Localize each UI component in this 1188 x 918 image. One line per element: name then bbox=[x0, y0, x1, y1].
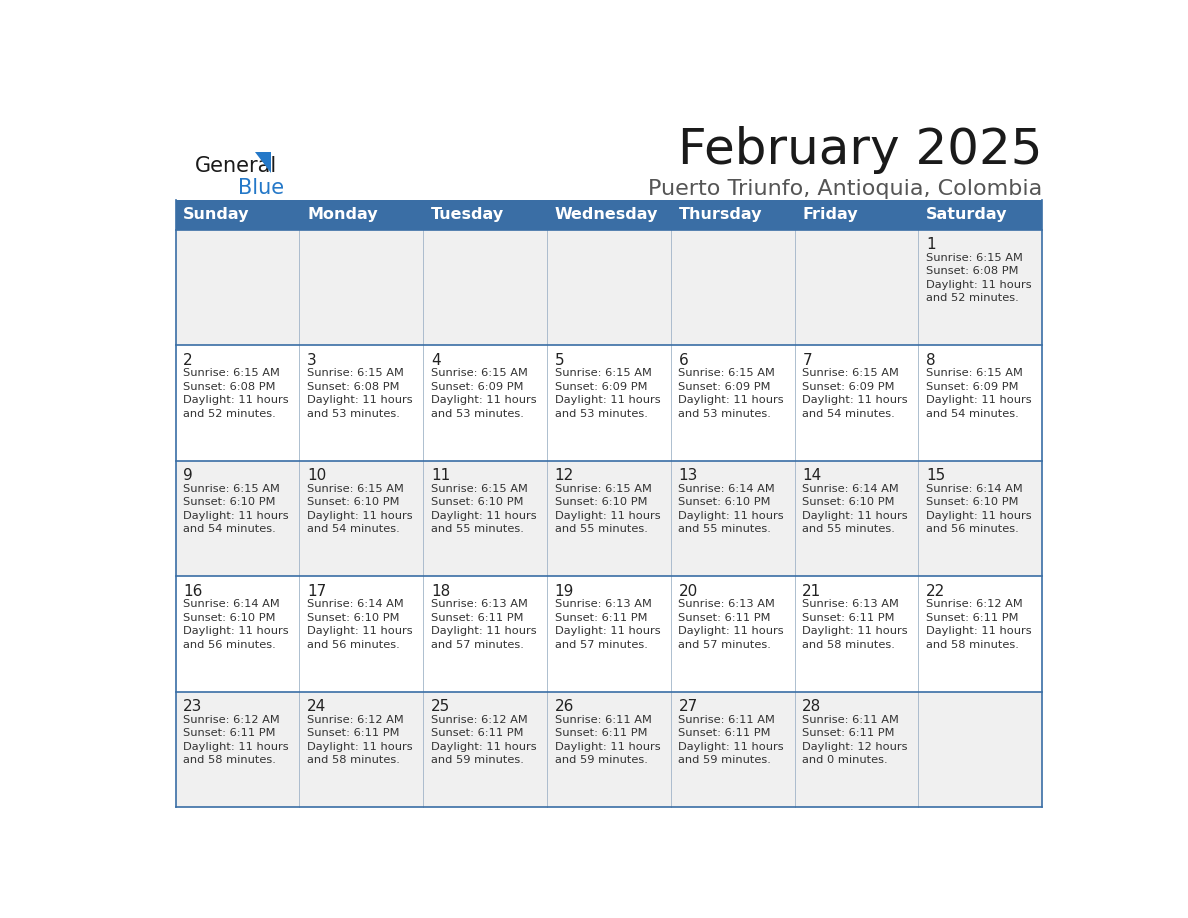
Text: Sunrise: 6:14 AM
Sunset: 6:10 PM
Daylight: 11 hours
and 56 minutes.: Sunrise: 6:14 AM Sunset: 6:10 PM Dayligh… bbox=[308, 599, 412, 650]
Text: Sunrise: 6:13 AM
Sunset: 6:11 PM
Daylight: 11 hours
and 57 minutes.: Sunrise: 6:13 AM Sunset: 6:11 PM Dayligh… bbox=[678, 599, 784, 650]
Text: Sunrise: 6:13 AM
Sunset: 6:11 PM
Daylight: 11 hours
and 58 minutes.: Sunrise: 6:13 AM Sunset: 6:11 PM Dayligh… bbox=[802, 599, 908, 650]
Text: Sunrise: 6:13 AM
Sunset: 6:11 PM
Daylight: 11 hours
and 57 minutes.: Sunrise: 6:13 AM Sunset: 6:11 PM Dayligh… bbox=[431, 599, 537, 650]
Text: Sunrise: 6:11 AM
Sunset: 6:11 PM
Daylight: 12 hours
and 0 minutes.: Sunrise: 6:11 AM Sunset: 6:11 PM Dayligh… bbox=[802, 714, 908, 766]
Text: 18: 18 bbox=[431, 584, 450, 599]
Text: Sunrise: 6:15 AM
Sunset: 6:10 PM
Daylight: 11 hours
and 54 minutes.: Sunrise: 6:15 AM Sunset: 6:10 PM Dayligh… bbox=[308, 484, 412, 534]
Text: 10: 10 bbox=[308, 468, 327, 483]
Text: Sunrise: 6:15 AM
Sunset: 6:09 PM
Daylight: 11 hours
and 53 minutes.: Sunrise: 6:15 AM Sunset: 6:09 PM Dayligh… bbox=[678, 368, 784, 419]
Bar bbox=[176, 691, 1042, 807]
Bar bbox=[176, 576, 1042, 691]
Text: Sunrise: 6:14 AM
Sunset: 6:10 PM
Daylight: 11 hours
and 56 minutes.: Sunrise: 6:14 AM Sunset: 6:10 PM Dayligh… bbox=[927, 484, 1031, 534]
Text: 28: 28 bbox=[802, 700, 822, 714]
Text: Sunrise: 6:11 AM
Sunset: 6:11 PM
Daylight: 11 hours
and 59 minutes.: Sunrise: 6:11 AM Sunset: 6:11 PM Dayligh… bbox=[555, 714, 661, 766]
Text: Sunrise: 6:15 AM
Sunset: 6:09 PM
Daylight: 11 hours
and 53 minutes.: Sunrise: 6:15 AM Sunset: 6:09 PM Dayligh… bbox=[555, 368, 661, 419]
Text: 5: 5 bbox=[555, 353, 564, 368]
Text: Sunday: Sunday bbox=[183, 207, 249, 222]
Text: 9: 9 bbox=[183, 468, 194, 483]
Text: 2: 2 bbox=[183, 353, 192, 368]
Text: 6: 6 bbox=[678, 353, 688, 368]
Text: Sunrise: 6:14 AM
Sunset: 6:10 PM
Daylight: 11 hours
and 56 minutes.: Sunrise: 6:14 AM Sunset: 6:10 PM Dayligh… bbox=[183, 599, 289, 650]
Text: Sunrise: 6:15 AM
Sunset: 6:08 PM
Daylight: 11 hours
and 52 minutes.: Sunrise: 6:15 AM Sunset: 6:08 PM Dayligh… bbox=[183, 368, 289, 419]
Text: 19: 19 bbox=[555, 584, 574, 599]
Text: 25: 25 bbox=[431, 700, 450, 714]
Text: 26: 26 bbox=[555, 700, 574, 714]
Bar bbox=[176, 200, 1042, 230]
Text: 13: 13 bbox=[678, 468, 697, 483]
Text: 24: 24 bbox=[308, 700, 327, 714]
Text: Thursday: Thursday bbox=[678, 207, 762, 222]
Text: General: General bbox=[195, 156, 277, 176]
Text: Puerto Triunfo, Antioquia, Colombia: Puerto Triunfo, Antioquia, Colombia bbox=[647, 179, 1042, 199]
Text: 15: 15 bbox=[927, 468, 946, 483]
Text: Sunrise: 6:15 AM
Sunset: 6:08 PM
Daylight: 11 hours
and 52 minutes.: Sunrise: 6:15 AM Sunset: 6:08 PM Dayligh… bbox=[927, 252, 1031, 304]
Text: 14: 14 bbox=[802, 468, 822, 483]
Text: Friday: Friday bbox=[802, 207, 858, 222]
Text: Monday: Monday bbox=[308, 207, 378, 222]
Text: 23: 23 bbox=[183, 700, 203, 714]
Polygon shape bbox=[255, 151, 271, 174]
Text: Sunrise: 6:11 AM
Sunset: 6:11 PM
Daylight: 11 hours
and 59 minutes.: Sunrise: 6:11 AM Sunset: 6:11 PM Dayligh… bbox=[678, 714, 784, 766]
Text: 12: 12 bbox=[555, 468, 574, 483]
Text: Sunrise: 6:12 AM
Sunset: 6:11 PM
Daylight: 11 hours
and 58 minutes.: Sunrise: 6:12 AM Sunset: 6:11 PM Dayligh… bbox=[183, 714, 289, 766]
Text: Sunrise: 6:15 AM
Sunset: 6:08 PM
Daylight: 11 hours
and 53 minutes.: Sunrise: 6:15 AM Sunset: 6:08 PM Dayligh… bbox=[308, 368, 412, 419]
Text: Wednesday: Wednesday bbox=[555, 207, 658, 222]
Text: Blue: Blue bbox=[238, 178, 284, 198]
Text: Saturday: Saturday bbox=[927, 207, 1007, 222]
Text: 27: 27 bbox=[678, 700, 697, 714]
Bar bbox=[176, 461, 1042, 576]
Text: Sunrise: 6:15 AM
Sunset: 6:10 PM
Daylight: 11 hours
and 55 minutes.: Sunrise: 6:15 AM Sunset: 6:10 PM Dayligh… bbox=[555, 484, 661, 534]
Text: February 2025: February 2025 bbox=[677, 126, 1042, 174]
Text: Sunrise: 6:15 AM
Sunset: 6:10 PM
Daylight: 11 hours
and 54 minutes.: Sunrise: 6:15 AM Sunset: 6:10 PM Dayligh… bbox=[183, 484, 289, 534]
Text: Sunrise: 6:12 AM
Sunset: 6:11 PM
Daylight: 11 hours
and 59 minutes.: Sunrise: 6:12 AM Sunset: 6:11 PM Dayligh… bbox=[431, 714, 537, 766]
Text: Tuesday: Tuesday bbox=[431, 207, 504, 222]
Text: Sunrise: 6:15 AM
Sunset: 6:10 PM
Daylight: 11 hours
and 55 minutes.: Sunrise: 6:15 AM Sunset: 6:10 PM Dayligh… bbox=[431, 484, 537, 534]
Text: Sunrise: 6:14 AM
Sunset: 6:10 PM
Daylight: 11 hours
and 55 minutes.: Sunrise: 6:14 AM Sunset: 6:10 PM Dayligh… bbox=[678, 484, 784, 534]
Text: 3: 3 bbox=[308, 353, 317, 368]
Text: 21: 21 bbox=[802, 584, 822, 599]
Text: Sunrise: 6:15 AM
Sunset: 6:09 PM
Daylight: 11 hours
and 53 minutes.: Sunrise: 6:15 AM Sunset: 6:09 PM Dayligh… bbox=[431, 368, 537, 419]
Text: Sunrise: 6:12 AM
Sunset: 6:11 PM
Daylight: 11 hours
and 58 minutes.: Sunrise: 6:12 AM Sunset: 6:11 PM Dayligh… bbox=[927, 599, 1031, 650]
Text: Sunrise: 6:13 AM
Sunset: 6:11 PM
Daylight: 11 hours
and 57 minutes.: Sunrise: 6:13 AM Sunset: 6:11 PM Dayligh… bbox=[555, 599, 661, 650]
Bar bbox=[176, 230, 1042, 345]
Text: 16: 16 bbox=[183, 584, 203, 599]
Text: 20: 20 bbox=[678, 584, 697, 599]
Text: 17: 17 bbox=[308, 584, 327, 599]
Text: 1: 1 bbox=[927, 237, 936, 252]
Text: 22: 22 bbox=[927, 584, 946, 599]
Text: Sunrise: 6:15 AM
Sunset: 6:09 PM
Daylight: 11 hours
and 54 minutes.: Sunrise: 6:15 AM Sunset: 6:09 PM Dayligh… bbox=[927, 368, 1031, 419]
Text: Sunrise: 6:12 AM
Sunset: 6:11 PM
Daylight: 11 hours
and 58 minutes.: Sunrise: 6:12 AM Sunset: 6:11 PM Dayligh… bbox=[308, 714, 412, 766]
Text: 8: 8 bbox=[927, 353, 936, 368]
Bar bbox=[176, 345, 1042, 461]
Text: Sunrise: 6:14 AM
Sunset: 6:10 PM
Daylight: 11 hours
and 55 minutes.: Sunrise: 6:14 AM Sunset: 6:10 PM Dayligh… bbox=[802, 484, 908, 534]
Text: 11: 11 bbox=[431, 468, 450, 483]
Text: 4: 4 bbox=[431, 353, 441, 368]
Text: Sunrise: 6:15 AM
Sunset: 6:09 PM
Daylight: 11 hours
and 54 minutes.: Sunrise: 6:15 AM Sunset: 6:09 PM Dayligh… bbox=[802, 368, 908, 419]
Text: 7: 7 bbox=[802, 353, 811, 368]
